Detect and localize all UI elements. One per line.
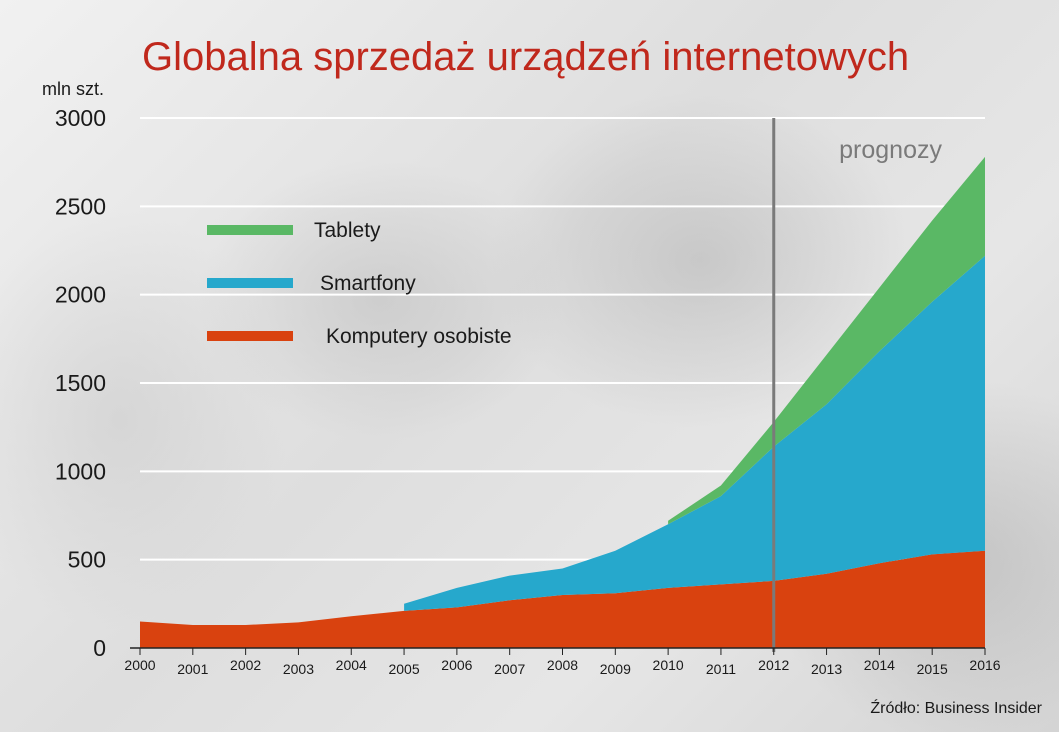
x-tick-label: 2001 [177,661,208,677]
y-axis-label: mln szt. [42,79,104,99]
y-tick-label: 2000 [55,282,106,308]
y-tick-label: 1500 [55,370,106,396]
x-tick-label: 2013 [811,661,842,677]
forecast-marker: prognozy [772,118,942,652]
chart-title: Globalna sprzedaż urządzeń internetowych [142,35,909,79]
source-note: Źródło: Business Insider [870,698,1042,717]
x-tick-label: 2004 [336,657,367,673]
legend-label: Tablety [314,219,381,242]
x-tick-label: 2015 [917,661,948,677]
forecast-label: prognozy [839,136,942,164]
legend-label: Komputery osobiste [326,325,512,348]
x-axis: 2000 2001 2002 2003 2004 2005 2006 2007 2008 2009… [124,647,1001,677]
x-tick-label: 2014 [864,657,895,673]
x-tick-label: 2008 [547,657,578,673]
legend: Tablety Smartfony Komputery osobiste [207,219,512,348]
y-tick-label: 3000 [55,105,106,131]
y-tick-label: 0 [93,635,106,661]
x-tick-label: 2000 [124,657,155,673]
x-tick-label: 2012 [758,657,789,673]
legend-label: Smartfony [320,272,416,295]
x-tick-label: 2011 [706,661,736,677]
y-tick-label: 1000 [55,458,106,484]
y-tick-label: 2500 [55,193,106,219]
x-tick-label: 2016 [969,657,1000,673]
x-tick-label: 2006 [441,657,472,673]
legend-swatch [207,278,293,288]
x-tick-label: 2010 [653,657,684,673]
legend-swatch [207,331,293,341]
gridlines [140,117,985,561]
legend-swatch [207,225,293,235]
x-tick-label: 2005 [388,661,419,677]
x-tick-label: 2002 [230,657,261,673]
y-tick-label: 500 [68,547,106,573]
area-series-1 [404,255,986,611]
x-tick-label: 2007 [494,661,525,677]
x-tick-label: 2003 [283,661,314,677]
y-axis-ticks: 0 500 1000 1500 2000 2500 3000 [55,105,106,661]
x-tick-label: 2009 [600,661,631,677]
